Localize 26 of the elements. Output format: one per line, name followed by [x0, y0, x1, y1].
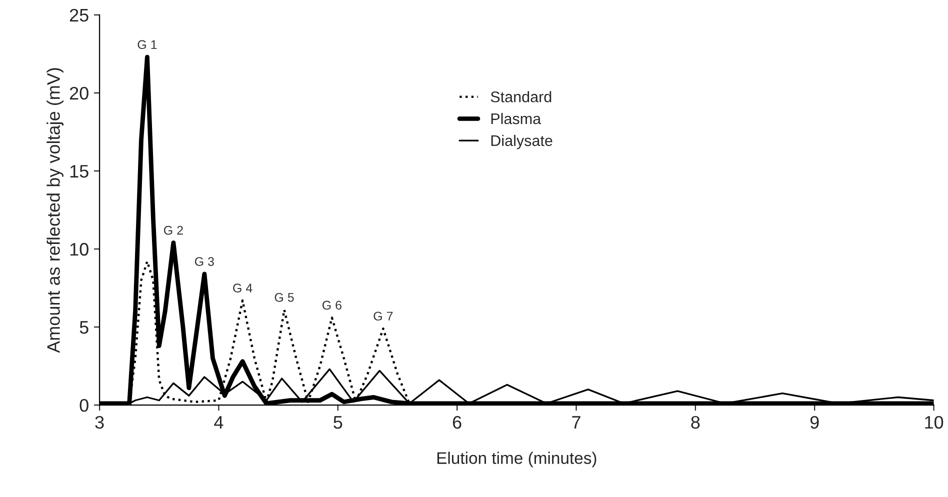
legend-label: Dialysate	[491, 134, 552, 150]
x-tick-label: 3	[95, 416, 104, 429]
x-tick-label: 10	[925, 416, 944, 429]
y-axis-title: Amount as reflected by voltaje (mV)	[46, 68, 64, 353]
y-tick-label: 0	[80, 398, 88, 412]
annotation: G 7	[374, 312, 393, 321]
annotation: G 4	[233, 284, 252, 292]
y-tick-label: 10	[70, 242, 88, 256]
annotation: G 2	[164, 226, 183, 235]
legend-label: Plasma	[491, 112, 542, 124]
annotation: G 5	[274, 292, 294, 302]
x-axis-title: Elution time (minutes)	[437, 452, 596, 468]
x-tick-label: 6	[452, 416, 462, 429]
x-tick-label: 9	[810, 416, 819, 429]
y-tick-label: 15	[70, 165, 88, 178]
annotation: G 3	[194, 257, 214, 266]
annotation: G 6	[322, 300, 342, 310]
y-tick-label: 5	[80, 321, 88, 334]
legend-label: Standard	[490, 91, 552, 102]
y-tick-label: 20	[70, 86, 88, 100]
x-tick-label: 5	[334, 416, 342, 429]
y-tick-label: 25	[70, 8, 88, 22]
x-tick-label: 4	[214, 416, 224, 429]
x-tick-label: 8	[691, 416, 700, 429]
x-tick-label: 7	[572, 416, 580, 429]
annotation: G 1	[138, 40, 157, 50]
